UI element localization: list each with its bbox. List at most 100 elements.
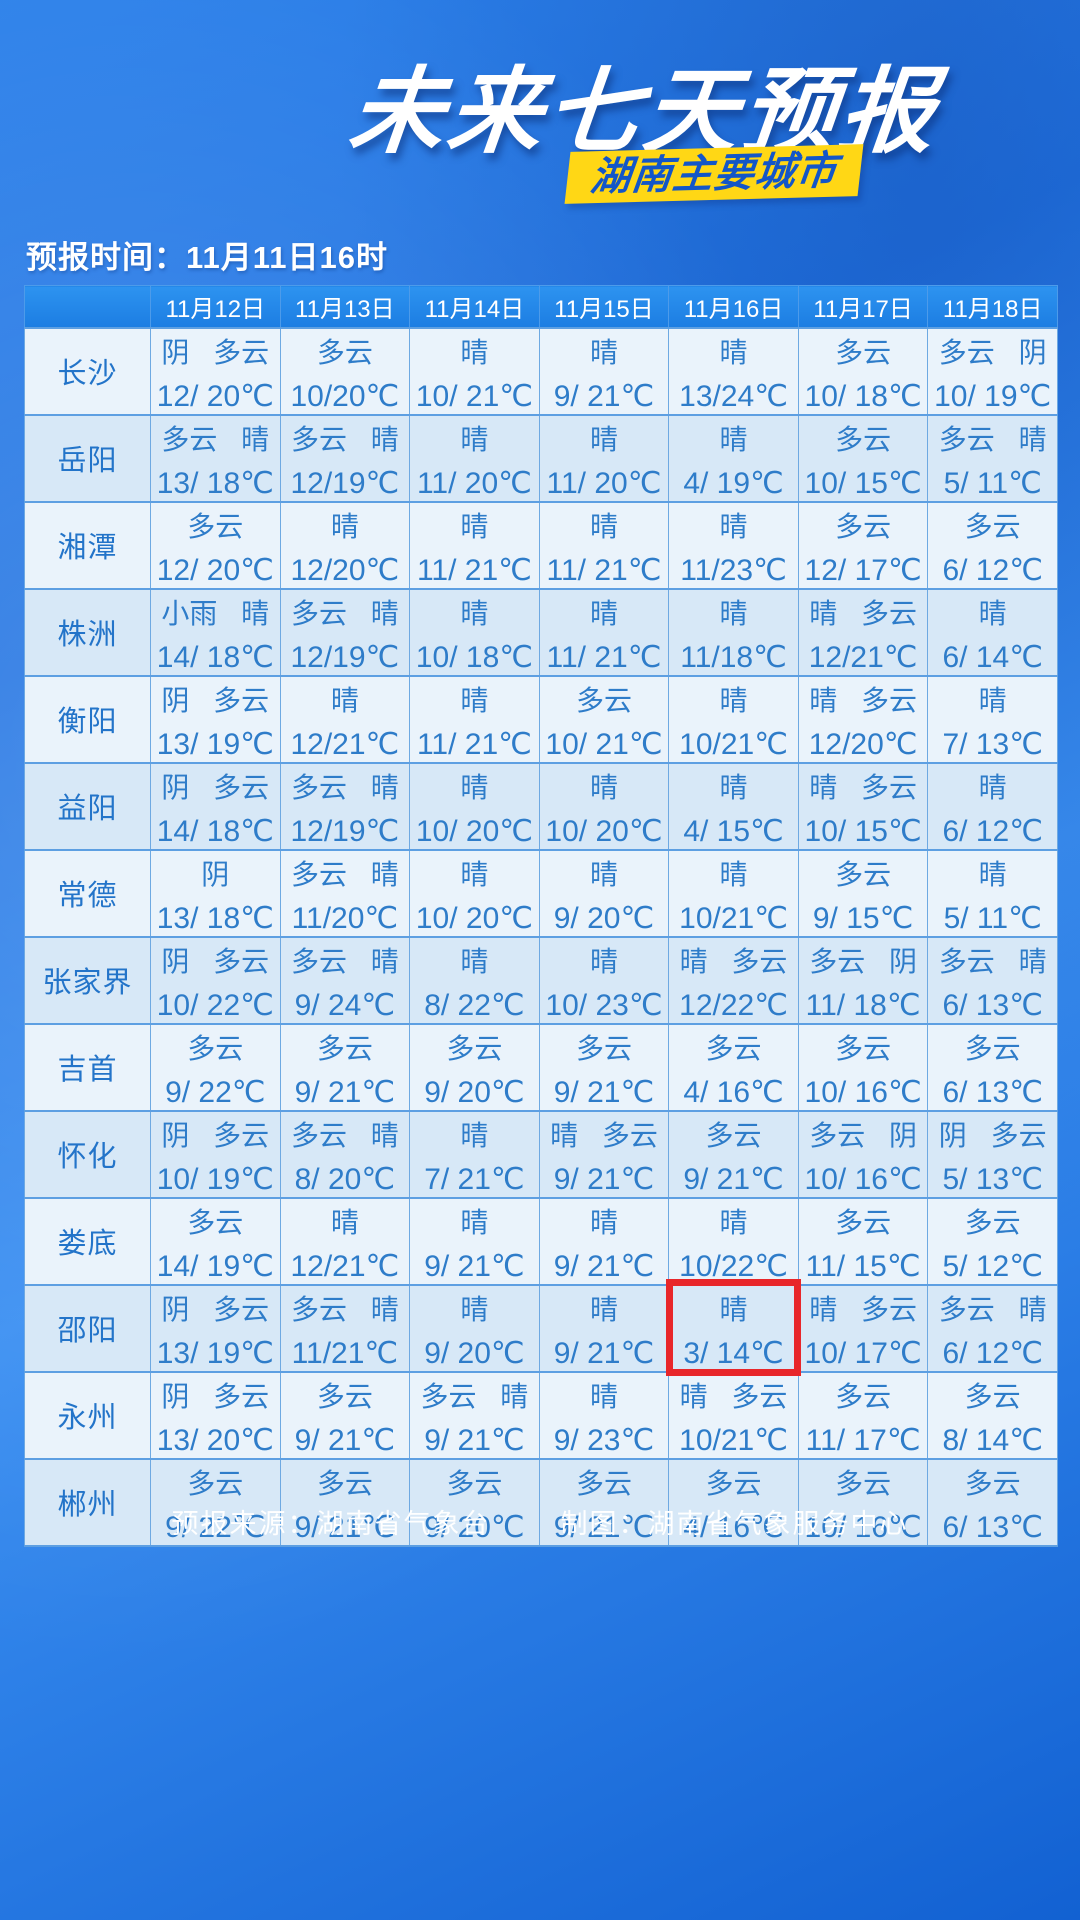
forecast-cell: 多云 6/ 12℃ (927, 501, 1058, 589)
forecast-cell: 多云 晴 9/ 21℃ (409, 1371, 540, 1459)
forecast-cell: 晴 多云 12/20℃ (797, 675, 929, 763)
temperature-range: 9/ 21℃ (683, 1162, 784, 1196)
forecast-cell: 晴 8/ 22℃ (409, 936, 540, 1024)
temperature-range: 9/ 21℃ (553, 1510, 655, 1544)
temperature-range: 13/ 18℃ (156, 466, 274, 500)
temperature-range: 6/ 12℃ (942, 814, 1043, 848)
temperature-range: 9/ 21℃ (553, 1336, 655, 1370)
weather-condition: 晴 多云 (809, 1293, 917, 1325)
weather-condition: 晴 (719, 510, 748, 542)
weather-condition: 多云 (835, 423, 892, 455)
forecast-cell: 多云 9/ 15℃ (797, 849, 929, 937)
weather-condition: 多云 晴 (938, 1293, 1047, 1325)
weather-condition: 阴 多云 (161, 945, 270, 977)
forecast-cell: 多云 阴 11/ 18℃ (797, 936, 929, 1024)
forecast-cell: 多云 晴 6/ 13℃ (927, 936, 1058, 1024)
temperature-range: 4/ 19℃ (683, 466, 784, 500)
temperature-range: 10/ 16℃ (804, 1075, 922, 1109)
weather-condition: 晴 (460, 1119, 489, 1151)
temperature-range: 12/21℃ (808, 640, 918, 674)
weather-condition: 晴 (589, 510, 618, 542)
temperature-range: 10/ 20℃ (415, 814, 533, 848)
footer: 预报来源：湖南省气象台 制图：湖南省气象服务中心 (0, 1502, 1080, 1541)
forecast-cell: 阴 多云 5/ 13℃ (927, 1110, 1058, 1198)
temperature-range: 9/ 21℃ (294, 1510, 396, 1544)
forecast-cell: 多云 4/ 16℃ (668, 1458, 799, 1546)
forecast-cell: 晴 9/ 23℃ (538, 1371, 670, 1459)
temperature-range: 10/21℃ (679, 901, 788, 935)
forecast-cell: 晴 10/ 23℃ (538, 936, 670, 1024)
weather-condition: 多云 (964, 510, 1021, 542)
weather-condition: 晴 (589, 1293, 618, 1325)
weather-condition: 阴 多云 (938, 1119, 1047, 1151)
temperature-range: 12/22℃ (679, 988, 788, 1022)
weather-condition: 多云 (187, 1206, 244, 1238)
temperature-range: 8/ 22℃ (424, 988, 525, 1022)
city-name: 岳阳 (24, 414, 151, 502)
city-name: 衡阳 (24, 675, 151, 763)
forecast-cell: 晴 多云 10/ 15℃ (797, 762, 929, 850)
weather-condition: 晴 多云 (550, 1119, 658, 1151)
temperature-range: 9/ 21℃ (553, 1162, 655, 1196)
weather-condition: 阴 多云 (161, 1380, 270, 1412)
forecast-cell: 多云 12/ 17℃ (797, 501, 929, 589)
weather-condition: 多云 晴 (290, 1293, 399, 1325)
forecast-cell: 多云 晴 12/19℃ (279, 762, 411, 850)
table-row: 永州阴 多云 13/ 20℃ 多云 9/ 21℃ 多云 晴 9/ 21℃ 晴 9/ 23℃ 晴 … (24, 1371, 1058, 1459)
forecast-cell: 晴 12/21℃ (279, 1197, 411, 1285)
forecast-cell: 多云 6/ 13℃ (927, 1023, 1058, 1111)
temperature-range: 7/ 13℃ (942, 727, 1043, 761)
weather-condition: 晴 (978, 771, 1007, 803)
temperature-range: 14/ 19℃ (156, 1249, 274, 1283)
temperature-range: 5/ 12℃ (942, 1249, 1043, 1283)
forecast-cell: 晴 10/ 18℃ (409, 588, 540, 676)
temperature-range: 6/ 13℃ (942, 1510, 1043, 1544)
weather-condition: 多云 (705, 1119, 762, 1151)
city-name: 常德 (24, 849, 151, 937)
temperature-range: 12/21℃ (290, 1249, 400, 1283)
weather-condition: 晴 (589, 336, 618, 368)
forecast-cell: 多云 晴 13/ 18℃ (150, 414, 281, 502)
forecast-cell: 晴 11/ 20℃ (538, 414, 670, 502)
weather-condition: 多云 (835, 1380, 892, 1412)
temperature-range: 11/ 21℃ (546, 553, 662, 587)
forecast-cell: 晴 13/24℃ (668, 327, 799, 415)
forecast-cell: 晴 多云 12/22℃ (668, 936, 799, 1024)
weather-condition: 晴 (719, 597, 748, 629)
forecast-cell: 多云 晴 11/20℃ (279, 849, 411, 937)
table-row: 怀化阴 多云 10/ 19℃ 多云 晴 8/ 20℃ 晴 7/ 21℃ 晴 多云 9/ 21℃… (24, 1110, 1058, 1198)
temperature-range: 12/20℃ (290, 553, 400, 587)
city-name: 邵阳 (24, 1284, 151, 1372)
temperature-range: 9/ 20℃ (424, 1510, 525, 1544)
temperature-range: 9/ 21℃ (553, 379, 655, 413)
forecast-cell: 晴 10/ 21℃ (409, 327, 540, 415)
weather-condition: 多云 (835, 858, 892, 890)
city-name: 张家界 (24, 936, 151, 1024)
weather-condition: 多云 (187, 510, 244, 542)
temperature-range: 13/ 19℃ (156, 1336, 274, 1370)
temperature-range: 8/ 20℃ (294, 1162, 396, 1196)
forecast-table: 11月12日 11月13日 11月14日 11月15日 11月16日 11月17日 11月1… (24, 285, 1058, 1547)
forecast-cell: 多云 6/ 13℃ (927, 1458, 1058, 1546)
table-row: 常德 阴 13/ 18℃ 多云 晴 11/20℃ 晴 10/ 20℃ 晴 9/ 20℃ 晴 10/2… (24, 849, 1058, 937)
weather-condition: 晴 (589, 423, 618, 455)
forecast-cell: 晴 11/18℃ (668, 588, 799, 676)
weather-condition: 多云 (575, 684, 632, 716)
forecast-cell: 阴 13/ 18℃ (150, 849, 281, 937)
table-row: 岳阳 多云 晴 13/ 18℃ 多云 晴 12/19℃ 晴 11/ 20℃ 晴 11/ 20℃ 晴… (24, 414, 1058, 502)
temperature-range: 13/24℃ (679, 379, 788, 413)
temperature-range: 10/ 19℃ (156, 1162, 274, 1196)
weather-condition: 多云 阴 (938, 336, 1047, 368)
city-name: 永州 (24, 1371, 151, 1459)
weather-condition: 晴 多云 (809, 684, 917, 716)
weather-condition: 晴 (719, 684, 748, 716)
forecast-cell: 晴 10/ 20℃ (538, 762, 670, 850)
weather-condition: 多云 (187, 1467, 244, 1499)
weather-condition: 晴 (460, 1293, 489, 1325)
table-row: 株洲 小雨 晴 14/ 18℃ 多云 晴 12/19℃ 晴 10/ 18℃ 晴 11/ 21℃ 晴… (24, 588, 1058, 676)
forecast-cell: 多云 晴 12/19℃ (279, 414, 411, 502)
temperature-range: 10/22℃ (679, 1249, 788, 1283)
forecast-time-label: 预报时间：11月11日16时 (26, 240, 389, 275)
forecast-cell: 多云 14/ 19℃ (150, 1197, 281, 1285)
forecast-cell: 晴 9/ 20℃ (409, 1284, 540, 1372)
